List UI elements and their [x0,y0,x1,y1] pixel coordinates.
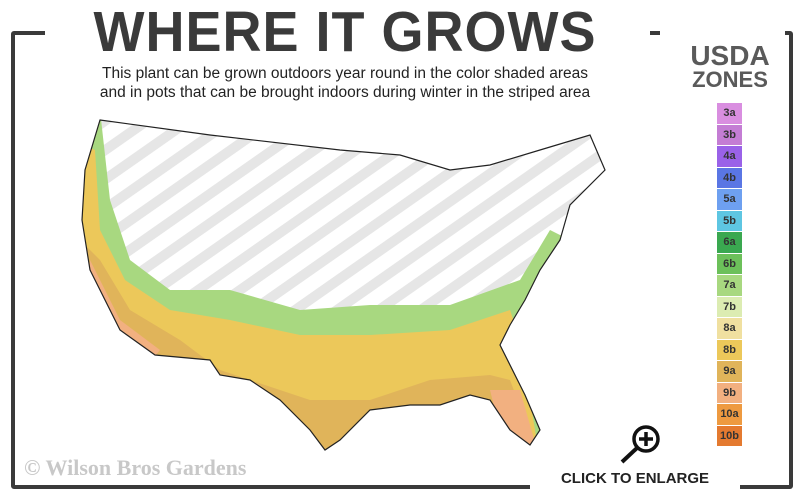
legend-swatch-4a: 4a [717,146,742,167]
legend-swatch-10a: 10a [717,404,742,425]
legend-swatch-5a: 5a [717,189,742,210]
legend-swatch-8b: 8b [717,339,742,360]
click-to-enlarge-button[interactable]: CLICK TO ENLARGE [560,470,710,487]
legend-title: USDA ZONES [676,40,784,92]
us-zone-map[interactable] [70,110,610,460]
subtitle-line-2: and in pots that can be brought indoors … [99,84,591,101]
legend-title-usda: USDA [690,40,770,71]
copyright-watermark: © Wilson Bros Gardens [24,455,247,480]
legend-swatch-5b: 5b [717,210,742,231]
magnifier-plus-icon[interactable] [618,424,664,464]
legend-swatch-6b: 6b [717,253,742,274]
legend-title-zones: ZONES [692,67,768,92]
zone-legend: 3a 3b 4a 4b 5a 5b 6a 6b 7a 7b 8a 8b 9a 9b 10a 10b [717,103,742,447]
legend-swatch-10b: 10b [717,425,742,446]
legend-swatch-4b: 4b [717,167,742,188]
page-title: WHERE IT GROWS [93,0,597,64]
legend-swatch-6a: 6a [717,232,742,253]
legend-swatch-7b: 7b [717,296,742,317]
legend-swatch-3a: 3a [717,103,742,124]
legend-swatch-9b: 9b [717,382,742,403]
legend-swatch-3b: 3b [717,124,742,145]
legend-swatch-9a: 9a [717,361,742,382]
subtitle: This plant can be grown outdoors year ro… [50,64,640,102]
legend-swatch-8a: 8a [717,318,742,339]
legend-swatch-7a: 7a [717,275,742,296]
subtitle-line-1: This plant can be grown outdoors year ro… [102,65,588,82]
